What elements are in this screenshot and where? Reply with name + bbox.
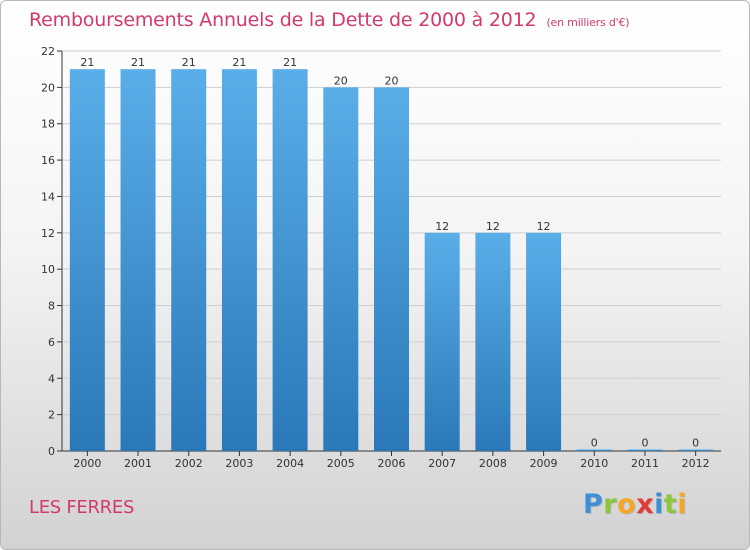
data-label: 12	[435, 220, 449, 233]
data-label: 12	[486, 220, 500, 233]
bar	[678, 449, 714, 451]
logo-letter: i	[677, 489, 688, 520]
data-label: 0	[591, 437, 598, 450]
y-tick-label: 4	[48, 372, 55, 385]
commune-name: LES FERRES	[29, 497, 135, 518]
bar	[221, 69, 257, 451]
x-tick-label: 2002	[175, 457, 203, 470]
bar	[526, 232, 562, 451]
chart-title-text: Remboursements Annuels de la Dette de 20…	[29, 9, 537, 31]
x-tick-label: 2010	[580, 457, 608, 470]
x-tick-label: 2000	[73, 457, 101, 470]
logo-letter: x	[636, 489, 655, 520]
data-label: 21	[182, 56, 196, 69]
bar	[171, 69, 207, 451]
y-tick-label: 18	[41, 118, 55, 131]
x-tick-label: 2007	[428, 457, 456, 470]
y-tick-label: 20	[41, 81, 55, 94]
bar	[323, 87, 359, 451]
bar	[272, 69, 308, 451]
x-tick-label: 2003	[225, 457, 253, 470]
bar	[374, 87, 409, 451]
bar	[69, 69, 105, 451]
x-tick-label: 2006	[378, 457, 406, 470]
bar	[576, 449, 612, 451]
data-label: 20	[334, 74, 348, 87]
data-label: 21	[131, 56, 145, 69]
chart-title: Remboursements Annuels de la Dette de 20…	[29, 9, 630, 31]
y-tick-label: 2	[48, 409, 55, 422]
data-label: 0	[692, 437, 699, 450]
data-label: 20	[385, 74, 399, 87]
y-tick-label: 14	[41, 190, 55, 203]
data-label: 21	[232, 56, 246, 69]
logo-letter: i	[654, 489, 664, 520]
proxiti-logo: Proxiti	[583, 489, 687, 520]
x-tick-label: 2008	[479, 457, 507, 470]
x-tick-label: 2004	[276, 457, 304, 470]
x-tick-label: 2005	[327, 457, 355, 470]
logo-letter: o	[617, 489, 637, 520]
y-tick-label: 16	[41, 154, 55, 167]
bar	[627, 449, 663, 451]
x-tick-label: 2009	[530, 457, 558, 470]
y-tick-label: 6	[48, 336, 55, 349]
y-tick-label: 22	[41, 45, 55, 58]
y-tick-label: 12	[41, 227, 55, 240]
x-tick-label: 2001	[124, 457, 152, 470]
x-tick-label: 2011	[631, 457, 659, 470]
bar	[424, 232, 460, 451]
y-tick-label: 0	[48, 445, 55, 458]
bar	[475, 232, 511, 451]
y-tick-label: 10	[41, 263, 55, 276]
unit-note: (en milliers d'€)	[546, 16, 630, 29]
x-tick-label: 2012	[682, 457, 710, 470]
logo-letter: t	[663, 489, 678, 520]
data-label: 0	[641, 437, 648, 450]
y-tick-label: 8	[48, 300, 55, 313]
data-label: 21	[283, 56, 297, 69]
logo-letter: r	[603, 489, 618, 520]
data-label: 21	[80, 56, 94, 69]
logo-letter: P	[583, 489, 604, 520]
data-label: 12	[537, 220, 551, 233]
bar	[120, 69, 156, 451]
